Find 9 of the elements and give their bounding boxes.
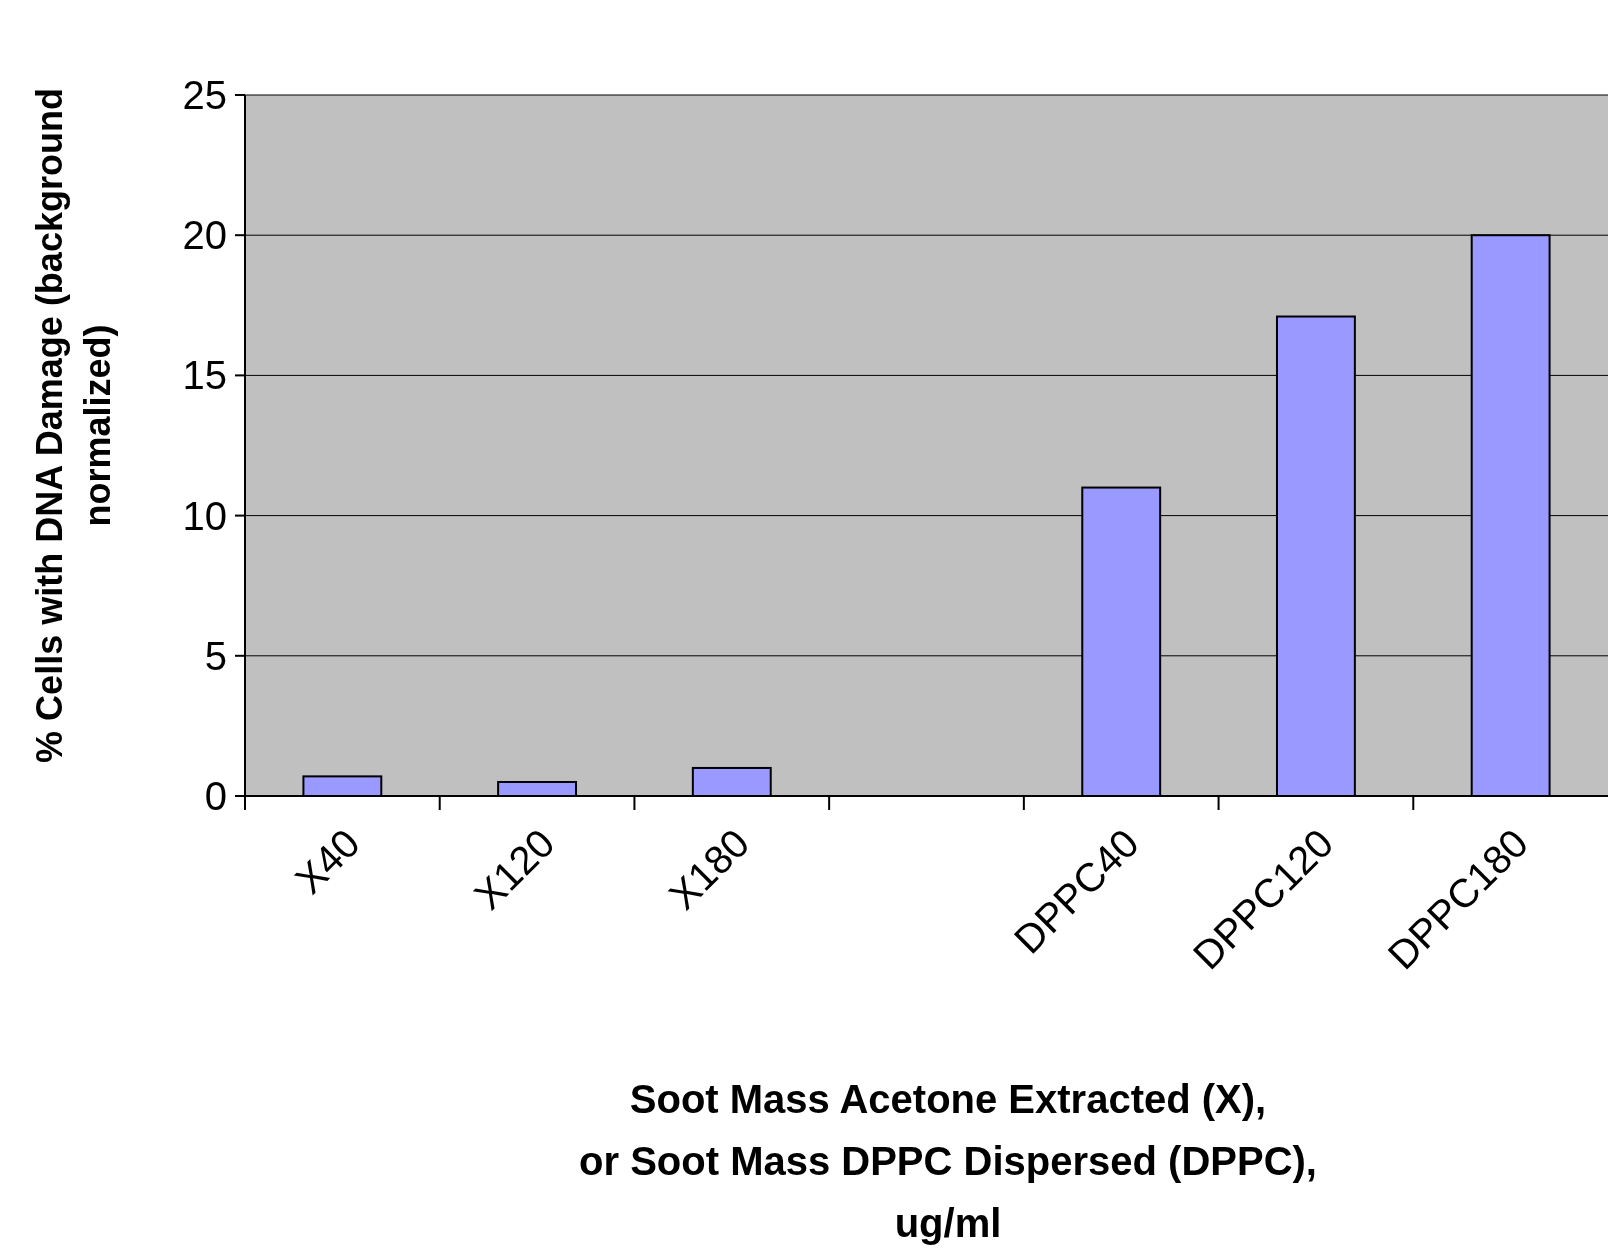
x-axis-title: Soot Mass Acetone Extracted (X), or Soot Mass DPPC Dispersed (DPPC), ug/ml [579,1077,1317,1245]
y-tick-label: 20 [182,213,227,258]
y-tick-label: 5 [204,633,227,678]
y-tick-label: 25 [182,73,227,117]
x-tick-label: X40 [286,820,368,902]
y-tick-label: 0 [204,774,227,818]
y-tick-label: 15 [182,353,227,398]
y-axis-title: % Cells with DNA Damage (background normalized) [29,88,118,763]
y-tick-label: 10 [182,493,227,538]
